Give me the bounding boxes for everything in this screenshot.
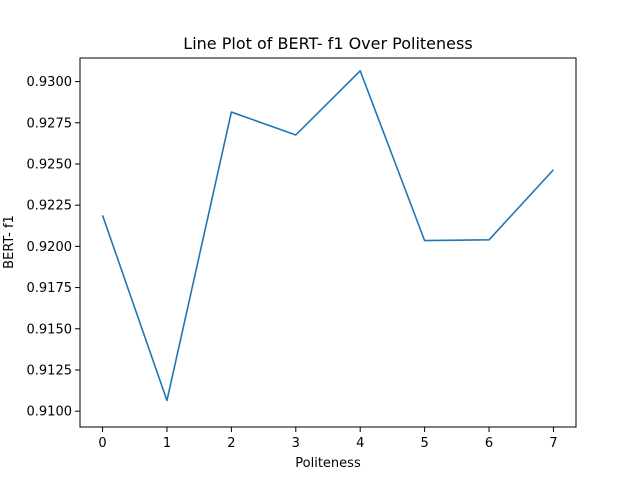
x-tick-label: 3 [292, 436, 300, 451]
y-tick-label: 0.9100 [27, 405, 73, 420]
chart-title: Line Plot of BERT- f1 Over Politeness [183, 34, 472, 53]
y-tick-label: 0.9250 [27, 157, 73, 172]
series-line-0 [101, 70, 555, 402]
plot-area [101, 70, 555, 402]
x-tick-label: 0 [98, 436, 106, 451]
x-axis: 0 1 2 3 4 5 6 7 [98, 427, 558, 451]
x-tick-label: 2 [227, 436, 235, 451]
x-tick-label: 4 [356, 436, 364, 451]
x-axis-label: Politeness [295, 456, 361, 471]
x-tick-label: 6 [485, 436, 493, 451]
y-tick-label: 0.9125 [27, 363, 73, 378]
x-tick-label: 1 [163, 436, 171, 451]
y-tick-label: 0.9300 [27, 75, 73, 90]
x-tick-label: 5 [420, 436, 428, 451]
x-tick-label: 7 [549, 436, 557, 451]
y-tick-label: 0.9150 [27, 322, 73, 337]
axes-frame [79, 57, 577, 428]
y-tick-label: 0.9200 [27, 240, 73, 255]
y-axis: 0.9100 0.9125 0.9150 0.9175 0.9200 0.9225 0.92… [27, 75, 80, 420]
y-tick-label: 0.9175 [27, 281, 73, 296]
y-tick-label: 0.9225 [27, 199, 73, 214]
y-tick-label: 0.9275 [27, 116, 73, 131]
y-axis-label: BERT- f1 [2, 215, 17, 269]
